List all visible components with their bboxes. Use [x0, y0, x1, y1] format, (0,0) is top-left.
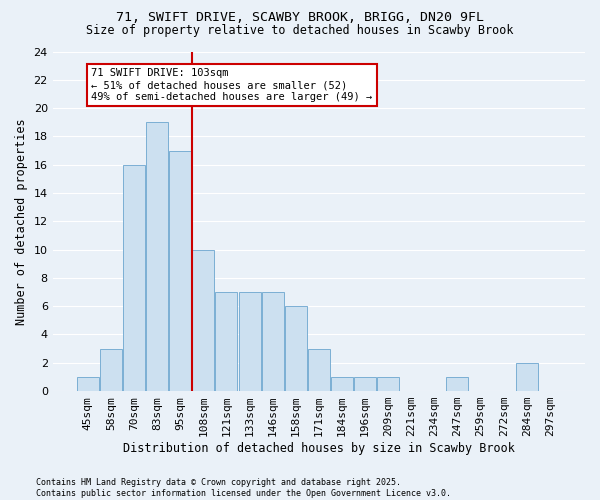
Bar: [377, 377, 399, 391]
Bar: [193, 250, 214, 391]
Bar: [215, 292, 238, 391]
Bar: [123, 164, 145, 391]
Text: 71, SWIFT DRIVE, SCAWBY BROOK, BRIGG, DN20 9FL: 71, SWIFT DRIVE, SCAWBY BROOK, BRIGG, DN…: [116, 11, 484, 24]
Bar: [354, 377, 376, 391]
Bar: [77, 377, 99, 391]
Bar: [146, 122, 168, 391]
Bar: [285, 306, 307, 391]
Bar: [446, 377, 469, 391]
X-axis label: Distribution of detached houses by size in Scawby Brook: Distribution of detached houses by size …: [123, 442, 515, 455]
Bar: [331, 377, 353, 391]
Y-axis label: Number of detached properties: Number of detached properties: [15, 118, 28, 324]
Bar: [308, 348, 330, 391]
Text: 71 SWIFT DRIVE: 103sqm
← 51% of detached houses are smaller (52)
49% of semi-det: 71 SWIFT DRIVE: 103sqm ← 51% of detached…: [91, 68, 373, 102]
Text: Size of property relative to detached houses in Scawby Brook: Size of property relative to detached ho…: [86, 24, 514, 37]
Bar: [169, 150, 191, 391]
Bar: [262, 292, 284, 391]
Bar: [516, 363, 538, 391]
Text: Contains HM Land Registry data © Crown copyright and database right 2025.
Contai: Contains HM Land Registry data © Crown c…: [36, 478, 451, 498]
Bar: [100, 348, 122, 391]
Bar: [239, 292, 260, 391]
